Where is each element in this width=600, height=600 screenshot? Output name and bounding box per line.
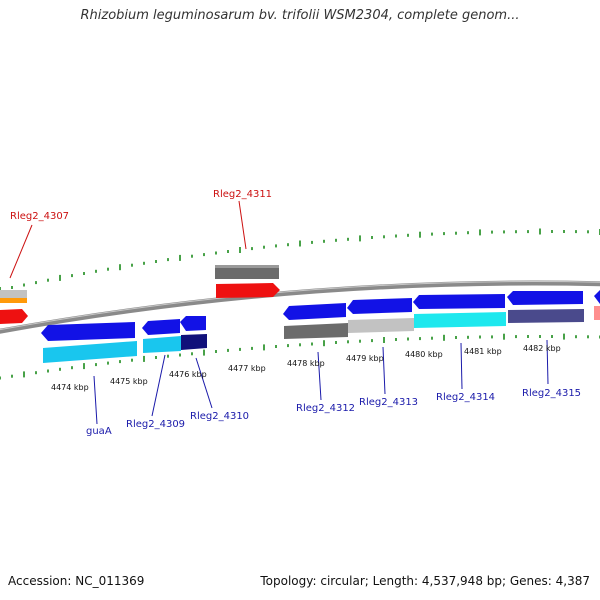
feature-slate-bar[interactable] — [508, 309, 584, 323]
map-title: Rhizobium leguminosarum bv. trifolii WSM… — [80, 8, 520, 23]
feature-blue-arrow[interactable] — [41, 322, 135, 341]
feature-blue-arrow[interactable] — [283, 303, 346, 320]
feature-blue-arrow[interactable] — [413, 294, 505, 309]
feature-blue-arrow[interactable] — [180, 316, 206, 331]
connector-line — [238, 200, 247, 250]
feature-gray-bar[interactable] — [284, 323, 348, 339]
kbp-label: 4475 kbp — [110, 377, 148, 386]
gene-label-rleg2-4315[interactable]: Rleg2_4315 — [522, 388, 581, 399]
connector-line — [382, 346, 386, 395]
topology-info: Topology: circular; Length: 4,537,948 bp… — [260, 574, 590, 588]
kbp-label: 4479 kbp — [346, 354, 384, 363]
feature-navy-bar[interactable] — [181, 334, 207, 350]
feature-gray-bar[interactable] — [215, 265, 279, 279]
connector-line — [546, 339, 549, 385]
gene-labels: Rleg2_4307 Rleg2_4311 guaA Rleg2_4309 Rl… — [10, 189, 581, 437]
accession-info: Accession: NC_011369 — [8, 574, 145, 588]
feature-blue-arrow[interactable] — [594, 290, 600, 304]
reverse-strand-features — [41, 290, 600, 363]
feature-orange-bar[interactable] — [0, 298, 27, 303]
kbp-label: 4474 kbp — [51, 383, 89, 392]
upper-tick-row — [0, 228, 600, 293]
kbp-label: 4478 kbp — [287, 359, 325, 368]
connector-line — [151, 354, 166, 417]
gene-label-rleg2-4307[interactable]: Rleg2_4307 — [10, 211, 69, 222]
feature-gray-bar[interactable] — [0, 290, 27, 298]
gene-label-rleg2-4310[interactable]: Rleg2_4310 — [190, 411, 249, 422]
feature-gray-bar-top — [215, 265, 279, 268]
kbp-label: 4481 kbp — [464, 347, 502, 356]
forward-strand-features — [0, 265, 600, 324]
feature-blue-arrow[interactable] — [507, 291, 583, 305]
gene-label-rleg2-4314[interactable]: Rleg2_4314 — [436, 392, 495, 403]
gene-label-rleg2-4309[interactable]: Rleg2_4309 — [126, 419, 185, 430]
feature-blue-arrow[interactable] — [347, 298, 412, 314]
connector-line — [460, 342, 463, 390]
kbp-labels: 4474 kbp 4475 kbp 4476 kbp 4477 kbp 4478… — [51, 344, 561, 392]
kbp-label: 4482 kbp — [523, 344, 561, 353]
feature-red-arrow[interactable] — [0, 309, 28, 324]
feature-pink-bar[interactable] — [594, 306, 600, 320]
genome-backbone — [0, 280, 600, 334]
feature-cyan-bar[interactable] — [414, 312, 506, 328]
genome-backbone-highlight — [0, 281, 600, 331]
lower-tick-row — [0, 333, 600, 380]
connector-line — [9, 224, 33, 279]
label-connectors — [9, 200, 549, 425]
feature-lightgray-bar[interactable] — [348, 318, 414, 333]
kbp-label: 4476 kbp — [169, 370, 207, 379]
feature-cyan-bar[interactable] — [43, 341, 137, 363]
gene-label-rleg2-4311[interactable]: Rleg2_4311 — [213, 189, 272, 200]
feature-cyan-bar[interactable] — [143, 336, 181, 353]
connector-line — [195, 357, 213, 409]
gene-label-guaa[interactable]: guaA — [86, 426, 112, 437]
feature-blue-arrow[interactable] — [142, 319, 180, 335]
connector-line — [317, 351, 322, 401]
connector-line — [93, 375, 98, 425]
kbp-label: 4480 kbp — [405, 350, 443, 359]
gene-label-rleg2-4312[interactable]: Rleg2_4312 — [296, 403, 355, 414]
kbp-label: 4477 kbp — [228, 364, 266, 373]
gene-label-rleg2-4313[interactable]: Rleg2_4313 — [359, 397, 418, 408]
feature-red-arrow[interactable] — [216, 283, 280, 298]
